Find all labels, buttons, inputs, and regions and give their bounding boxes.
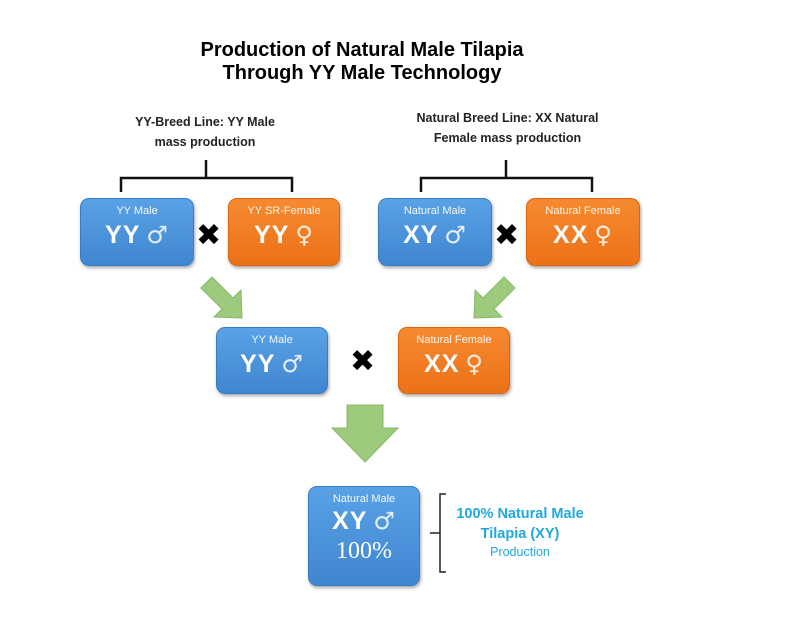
- male-symbol-icon: ♂: [373, 507, 396, 535]
- male-symbol-icon: ♂: [146, 221, 169, 249]
- genotype: XY: [403, 221, 439, 249]
- title-line2: Through YY Male Technology: [222, 62, 502, 84]
- left-line-label: YY-Breed Line: YY Male mass production: [105, 112, 305, 152]
- box-yy-male: YY Male YY ♂: [80, 198, 194, 266]
- genotype: XY: [332, 507, 368, 535]
- result-line3: Production: [490, 545, 550, 559]
- genotype: YY: [105, 221, 141, 249]
- female-symbol-icon: ♀: [465, 350, 484, 378]
- box-label: Natural Male: [403, 205, 467, 217]
- box-yy-sr-female: YY SR-Female YY ♀: [228, 198, 340, 266]
- box-label: YY SR-Female: [247, 205, 321, 217]
- result-line1: 100% Natural Male: [456, 506, 584, 522]
- genotype: XX: [553, 221, 589, 249]
- female-symbol-icon: ♀: [594, 221, 613, 249]
- box-natural-female-2: Natural Female XX ♀: [398, 327, 510, 394]
- box-label: Natural Female: [416, 334, 492, 346]
- right-label-1: Natural Breed Line: XX Natural: [416, 111, 599, 125]
- left-bracket: [119, 160, 294, 192]
- left-label-1: YY-Breed Line: YY Male: [135, 115, 275, 129]
- arrow-down: [330, 404, 400, 463]
- box-label: Natural Female: [545, 205, 621, 217]
- right-line-label: Natural Breed Line: XX Natural Female ma…: [395, 108, 620, 148]
- male-symbol-icon: ♂: [281, 350, 304, 378]
- box-natural-male: Natural Male XY ♂: [378, 198, 492, 266]
- result-text: 100% Natural Male Tilapia (XY) Productio…: [445, 504, 595, 560]
- box-label: YY Male: [251, 334, 293, 346]
- arrow-down-right: [200, 276, 243, 319]
- genotype: YY: [254, 221, 290, 249]
- female-symbol-icon: ♀: [295, 221, 314, 249]
- box-label: YY Male: [116, 205, 158, 217]
- cross-icon: ✖: [494, 218, 520, 253]
- arrow-down-left: [473, 276, 516, 319]
- right-label-2: Female mass production: [433, 131, 582, 145]
- male-symbol-icon: ♂: [444, 221, 467, 249]
- box-yy-male-2: YY Male YY ♂: [216, 327, 328, 394]
- left-label-2: mass production: [154, 135, 256, 149]
- box-natural-female: Natural Female XX ♀: [526, 198, 640, 266]
- genotype: XX: [424, 350, 460, 378]
- genotype: YY: [240, 350, 276, 378]
- cross-icon: ✖: [196, 218, 222, 253]
- cross-icon: ✖: [350, 344, 376, 379]
- box-label: Natural Male: [332, 493, 396, 505]
- percent: 100%: [336, 538, 392, 564]
- result-line2: Tilapia (XY): [480, 526, 560, 542]
- box-result-natural-male: Natural Male XY ♂ 100%: [308, 486, 420, 586]
- title-line1: Production of Natural Male Tilapia: [200, 39, 524, 61]
- result-bracket: [430, 493, 446, 573]
- right-bracket: [419, 160, 594, 192]
